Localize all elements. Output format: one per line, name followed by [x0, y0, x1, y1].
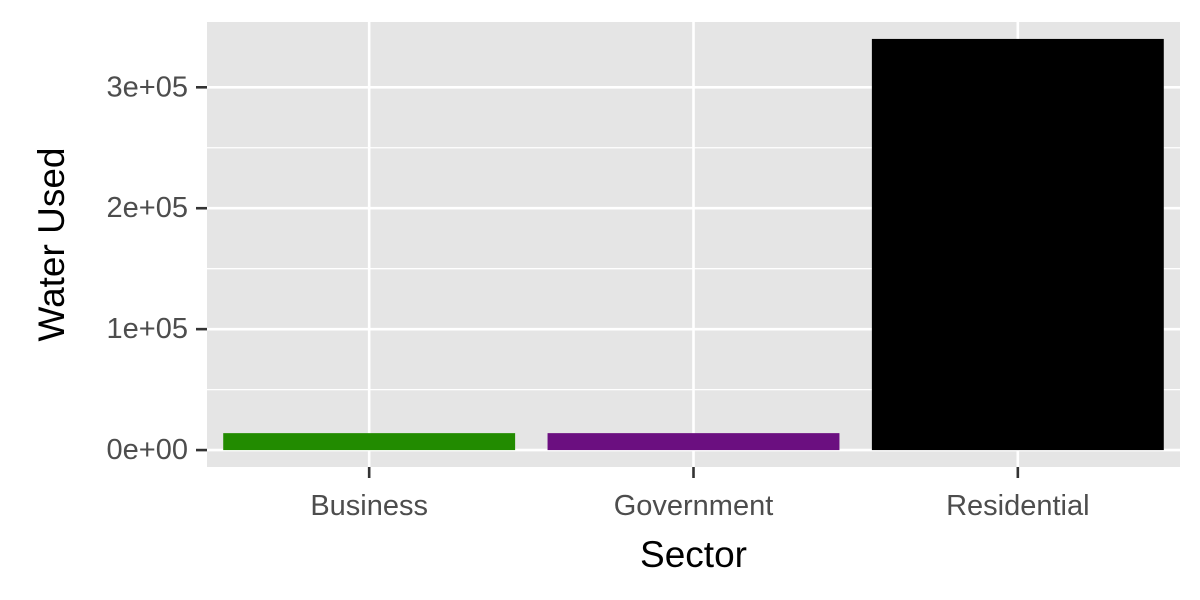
bars [223, 38, 1164, 451]
y-tick-label: 2e+05 [107, 192, 188, 224]
y-axis-title: Water Used [31, 148, 72, 342]
bar-government [547, 433, 840, 451]
bar-residential [871, 38, 1164, 451]
x-tick-label: Government [614, 490, 774, 522]
x-tick-label: Business [310, 490, 428, 522]
y-tick-label: 0e+00 [107, 434, 188, 466]
y-axis: 0e+00 1e+05 2e+05 3e+05 [107, 71, 207, 466]
x-tick-label: Residential [946, 490, 1089, 522]
x-axis: Business Government Residential [310, 467, 1090, 522]
x-axis-title: Sector [640, 534, 747, 575]
y-tick-label: 3e+05 [107, 71, 188, 103]
bar-business [223, 433, 516, 451]
y-tick-label: 1e+05 [107, 313, 188, 345]
